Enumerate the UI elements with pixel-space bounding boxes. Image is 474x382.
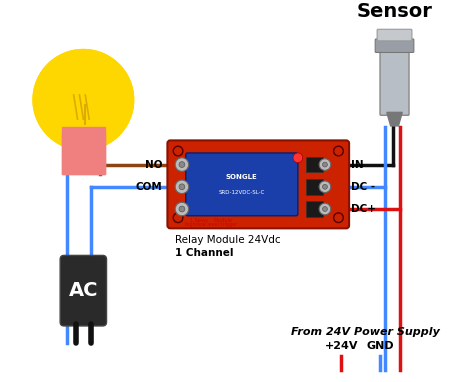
Circle shape — [173, 146, 183, 156]
FancyBboxPatch shape — [306, 157, 323, 172]
Circle shape — [173, 213, 183, 223]
Circle shape — [334, 146, 343, 156]
FancyBboxPatch shape — [306, 179, 323, 194]
Text: DC -: DC - — [351, 182, 375, 192]
Circle shape — [334, 213, 343, 223]
Polygon shape — [62, 133, 105, 174]
Circle shape — [179, 206, 185, 212]
FancyBboxPatch shape — [167, 141, 349, 228]
Polygon shape — [62, 127, 105, 174]
Polygon shape — [33, 50, 134, 150]
Circle shape — [319, 181, 331, 193]
FancyBboxPatch shape — [60, 256, 107, 326]
Circle shape — [319, 203, 331, 215]
Circle shape — [322, 207, 328, 211]
Text: COM: COM — [136, 182, 163, 192]
Polygon shape — [387, 112, 402, 126]
Circle shape — [175, 202, 189, 216]
Circle shape — [175, 180, 189, 194]
Text: 1 Relay    Module: 1 Relay Module — [190, 218, 231, 223]
Text: AC: AC — [69, 281, 98, 300]
Circle shape — [322, 185, 328, 189]
Polygon shape — [33, 50, 134, 150]
Text: high/low level trigger: high/low level trigger — [185, 222, 237, 227]
Text: SRD-12VDC-SL-C: SRD-12VDC-SL-C — [219, 189, 265, 194]
Text: From 24V Power Supply: From 24V Power Supply — [291, 327, 440, 337]
FancyBboxPatch shape — [377, 29, 412, 41]
Circle shape — [179, 162, 185, 167]
Text: SONGLE: SONGLE — [226, 174, 258, 180]
Text: NO: NO — [145, 160, 163, 170]
Text: 1 Channel: 1 Channel — [175, 248, 234, 257]
Text: Sensor: Sensor — [356, 2, 432, 21]
FancyBboxPatch shape — [306, 201, 323, 217]
Circle shape — [293, 153, 303, 163]
Text: IN: IN — [351, 160, 364, 170]
Circle shape — [322, 162, 328, 167]
Text: DC+: DC+ — [351, 204, 376, 214]
Circle shape — [179, 184, 185, 190]
FancyBboxPatch shape — [380, 39, 409, 115]
FancyBboxPatch shape — [375, 39, 414, 52]
FancyBboxPatch shape — [186, 153, 298, 216]
Text: GND: GND — [366, 341, 394, 351]
Text: +24V: +24V — [325, 341, 358, 351]
Text: Relay Module 24Vdc: Relay Module 24Vdc — [175, 235, 281, 245]
Circle shape — [175, 158, 189, 172]
Circle shape — [319, 159, 331, 170]
